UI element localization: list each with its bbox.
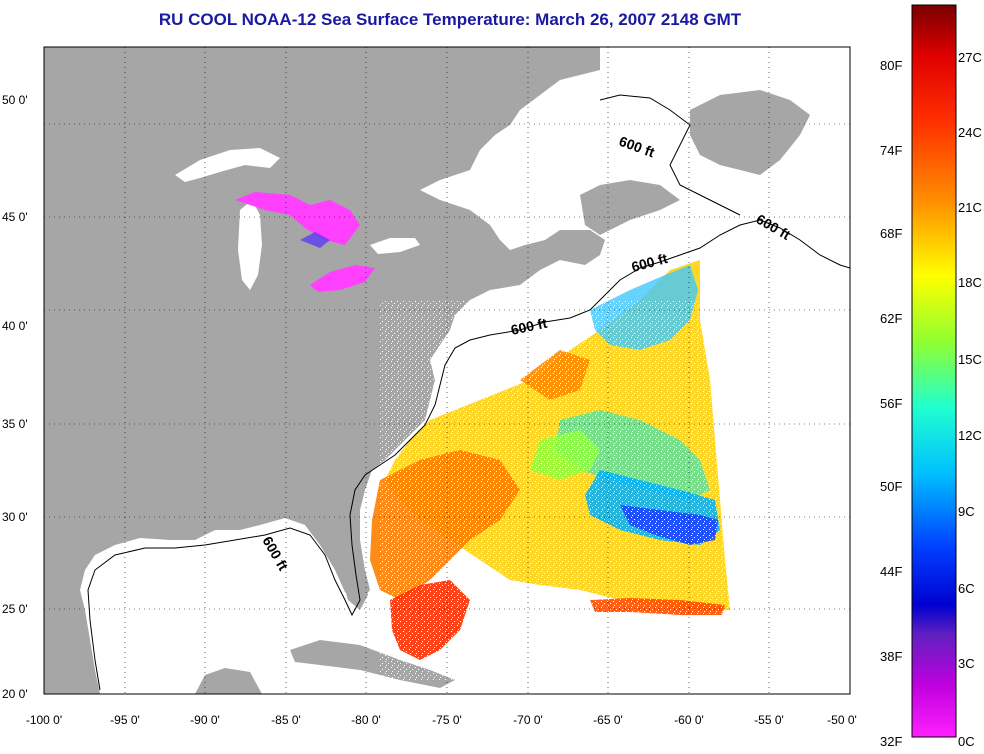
colorbar-f-label: 62F — [880, 311, 902, 326]
lon-tick-label: -75 0' — [432, 713, 462, 727]
sst-data-swath — [370, 260, 730, 680]
lake-huron-blue — [300, 232, 330, 248]
lake-superior — [175, 148, 280, 182]
lake-erie — [310, 265, 375, 292]
colorbar-f-label: 32F — [880, 734, 902, 749]
longitude-axis: -100 0' -95 0' -90 0' -85 0' -80 0' -75 … — [26, 713, 857, 727]
lake-ontario — [370, 238, 420, 254]
lon-tick-label: -85 0' — [271, 713, 301, 727]
lat-tick-label: 25 0' — [2, 602, 28, 616]
lon-tick-label: -70 0' — [513, 713, 543, 727]
colorbar-f-label: 80F — [880, 58, 902, 73]
colorbar-c-label: 21C — [958, 200, 982, 215]
latitude-axis: 50 0' 45 0' 40 0' 35 0' 30 0' 25 0' 20 0… — [2, 93, 28, 701]
colorbar-c-label: 12C — [958, 428, 982, 443]
colorbar-f-label: 68F — [880, 226, 902, 241]
colorbar-f-label: 38F — [880, 649, 902, 664]
color-bar: 80F 74F 68F 62F 56F 50F 44F 38F 32F 27C … — [880, 4, 982, 749]
lon-tick-label: -80 0' — [351, 713, 381, 727]
lat-tick-label: 30 0' — [2, 510, 28, 524]
lon-tick-label: -100 0' — [26, 713, 62, 727]
lat-tick-label: 50 0' — [2, 93, 28, 107]
lat-tick-label: 40 0' — [2, 319, 28, 333]
lake-michigan — [238, 200, 262, 290]
land-north-america — [44, 47, 605, 694]
colorbar-c-label: 9C — [958, 504, 975, 519]
colorbar-c-label: 0C — [958, 734, 975, 749]
colorbar-f-label: 74F — [880, 143, 902, 158]
lat-tick-label: 20 0' — [2, 687, 28, 701]
lat-tick-label: 35 0' — [2, 417, 28, 431]
lat-tick-label: 45 0' — [2, 210, 28, 224]
map-border — [43, 46, 851, 695]
colorbar-c-label: 6C — [958, 581, 975, 596]
lon-tick-label: -60 0' — [674, 713, 704, 727]
isobath-label: 600 ft — [509, 315, 548, 338]
colorbar-c-label: 15C — [958, 352, 982, 367]
lon-tick-label: -90 0' — [190, 713, 220, 727]
lake-huron — [235, 192, 360, 245]
lon-tick-label: -50 0' — [827, 713, 857, 727]
land-yucatan — [195, 668, 262, 694]
colorbar-c-label: 24C — [958, 125, 982, 140]
map-title: RU COOL NOAA-12 Sea Surface Temperature:… — [158, 10, 742, 29]
colorbar-f-label: 50F — [880, 479, 902, 494]
colorbar-f-label: 44F — [880, 564, 902, 579]
isobath-600ft — [87, 219, 850, 691]
lon-tick-label: -55 0' — [754, 713, 784, 727]
colorbar-c-label: 3C — [958, 656, 975, 671]
lon-tick-label: -95 0' — [110, 713, 140, 727]
land-nova-scotia — [580, 180, 680, 235]
colorbar-c-label: 18C — [958, 275, 982, 290]
colorbar-f-label: 56F — [880, 396, 902, 411]
land-newfoundland — [690, 90, 810, 175]
color-bar-gradient — [911, 4, 957, 738]
colorbar-c-label: 27C — [958, 50, 982, 65]
lon-tick-label: -65 0' — [593, 713, 623, 727]
